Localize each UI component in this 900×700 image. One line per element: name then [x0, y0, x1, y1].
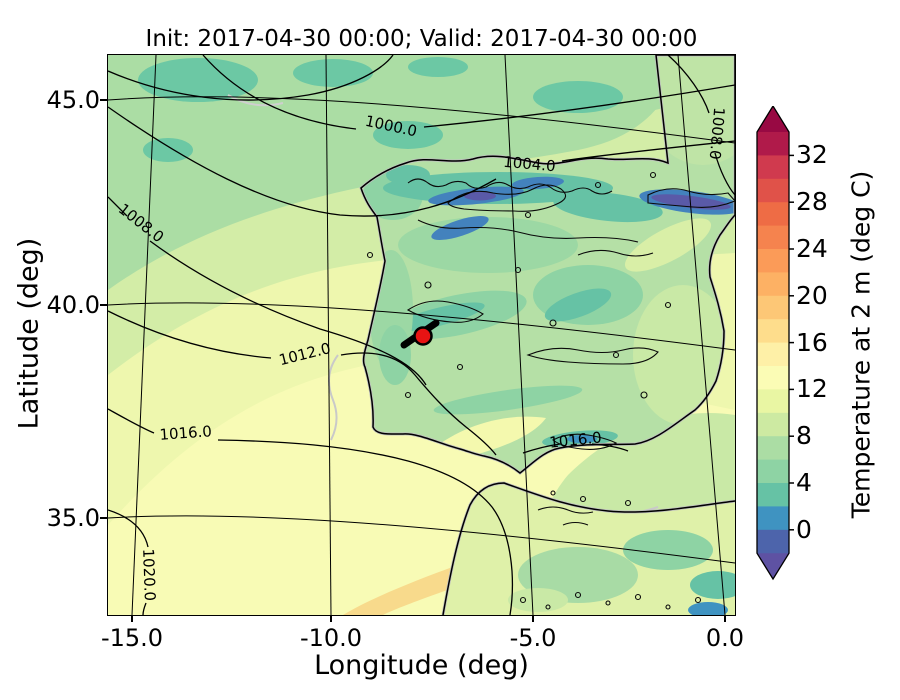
colorbar-segments	[757, 132, 789, 554]
isobar-label: 1020.0	[139, 548, 159, 601]
colorbar-tick-label: 0	[796, 514, 812, 544]
isobar-label: 1008.0	[706, 107, 729, 161]
colorbar-segment	[757, 202, 789, 227]
x-tick-mark	[532, 615, 534, 622]
isobar-label: 1016.0	[159, 422, 213, 444]
x-tick-mark	[330, 615, 332, 622]
x-tick-label: -10.0	[299, 624, 363, 652]
x-tick-label: -15.0	[100, 624, 164, 652]
x-tick-label: 0.0	[705, 624, 745, 652]
red-marker-dot	[413, 326, 433, 346]
colorbar-segment	[757, 436, 789, 461]
colorbar-segment	[757, 483, 789, 507]
colorbar-segment	[757, 459, 789, 484]
colorbar-tick-label: 16	[796, 327, 828, 357]
station-marker	[400, 319, 440, 349]
colorbar	[756, 106, 794, 581]
colorbar-segment	[757, 249, 789, 273]
y-axis-label: Latitude (deg)	[13, 237, 45, 430]
graticule	[107, 54, 736, 616]
colorbar-segment	[757, 389, 789, 414]
colorbar-segment	[757, 366, 789, 390]
colorbar-tick-marks	[789, 154, 794, 531]
colorbar-arrow-top	[757, 106, 789, 132]
colorbar-segment	[757, 155, 789, 180]
map-plot-area: 1000.0 1004.0 1008.0 1008.0 1012.0 1016.0 1016…	[107, 53, 737, 616]
colorbar-segment	[757, 132, 789, 156]
colorbar-segment	[757, 506, 789, 531]
colorbar-segment	[757, 225, 789, 250]
y-tick-label: 40.0	[46, 291, 100, 319]
colorbar-segment	[757, 342, 789, 367]
colorbar-tick-label: 32	[796, 140, 828, 170]
x-tick-mark	[131, 615, 133, 622]
y-tick-mark	[100, 304, 107, 306]
y-tick-label: 35.0	[46, 504, 100, 532]
colorbar-segment	[757, 178, 789, 203]
colorbar-tick-label: 8	[796, 421, 812, 451]
colorbar-tick-label: 4	[796, 468, 812, 497]
isobar-label: 1004.0	[503, 153, 557, 176]
isobar-lines	[107, 54, 736, 616]
africa-landmass	[441, 481, 736, 616]
y-tick-mark	[100, 99, 107, 101]
x-tick-mark	[724, 615, 726, 622]
colorbar-segment	[757, 295, 789, 320]
isobar-label: 1016.0	[548, 428, 602, 451]
colorbar-tick-label: 20	[796, 280, 828, 310]
colorbar-tick-label: 28	[796, 187, 828, 217]
colorbar-segment	[757, 272, 789, 297]
x-tick-label: -5.0	[509, 624, 557, 652]
y-tick-mark	[100, 517, 107, 519]
colorbar-arrow-bottom	[757, 553, 789, 579]
colorbar-tick-label: 24	[796, 234, 828, 263]
colorbar-tick-label: 12	[796, 374, 828, 404]
x-axis-label: Longitude (deg)	[314, 650, 529, 681]
colorbar-segment	[757, 319, 789, 344]
colorbar-segment	[757, 412, 789, 437]
y-tick-label: 45.0	[46, 86, 100, 114]
plot-title: Init: 2017-04-30 00:00; Valid: 2017-04-3…	[145, 26, 698, 52]
colorbar-segment	[757, 529, 789, 554]
